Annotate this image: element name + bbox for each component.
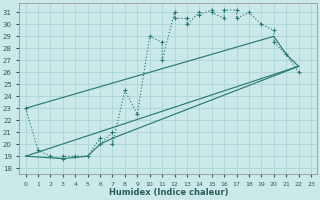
X-axis label: Humidex (Indice chaleur): Humidex (Indice chaleur) [108,188,228,197]
